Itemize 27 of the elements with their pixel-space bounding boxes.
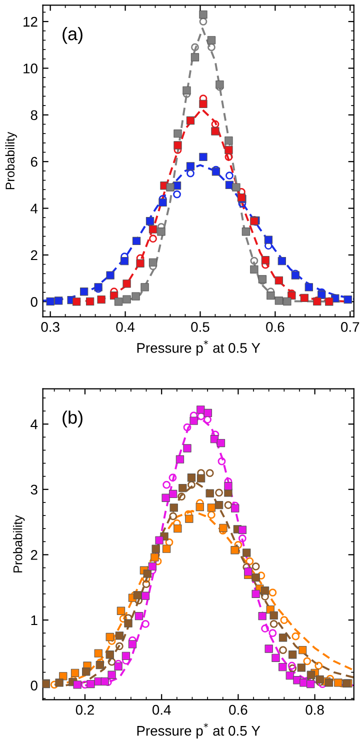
x-axis-title: Pressure p$^{*}$ at 0.5 Y (137, 723, 260, 738)
x-axis-title: Pressure p$^{*}$ at 0.5 Y (137, 340, 260, 356)
y-axis-title: Probability (13, 515, 25, 572)
y-axis-title: Probability (5, 132, 17, 190)
x-tick-label: 0.5 (191, 322, 210, 332)
x-tick-label: 0.8 (306, 704, 324, 715)
x-tick-label: 0.6 (266, 322, 284, 332)
x-tick-label: 0.7 (341, 322, 360, 332)
x-tick-label: 0.3 (41, 322, 60, 332)
y-tick-label: 4 (30, 204, 38, 214)
y-tick-label: 2 (30, 550, 38, 560)
y-tick-label: 3 (30, 484, 38, 495)
y-tick-label: 2 (30, 250, 38, 260)
y-tick-label: 0 (30, 296, 38, 307)
y-tick-label: 0 (30, 680, 38, 691)
x-tick-label: 0.6 (229, 704, 248, 715)
y-tick-label: 12 (24, 16, 38, 27)
x-tick-label: 0.4 (152, 704, 171, 715)
y-tick-label: 8 (30, 110, 38, 120)
y-tick-label: 4 (30, 420, 38, 430)
text: (b) (62, 410, 82, 428)
text: (a) (62, 27, 82, 44)
y-tick-label: 1 (31, 616, 38, 626)
y-tick-label: 10 (24, 64, 38, 74)
x-tick-label: 0.2 (76, 704, 94, 715)
x-tick-label: 0.4 (116, 322, 135, 332)
y-tick-label: 6 (30, 156, 38, 167)
